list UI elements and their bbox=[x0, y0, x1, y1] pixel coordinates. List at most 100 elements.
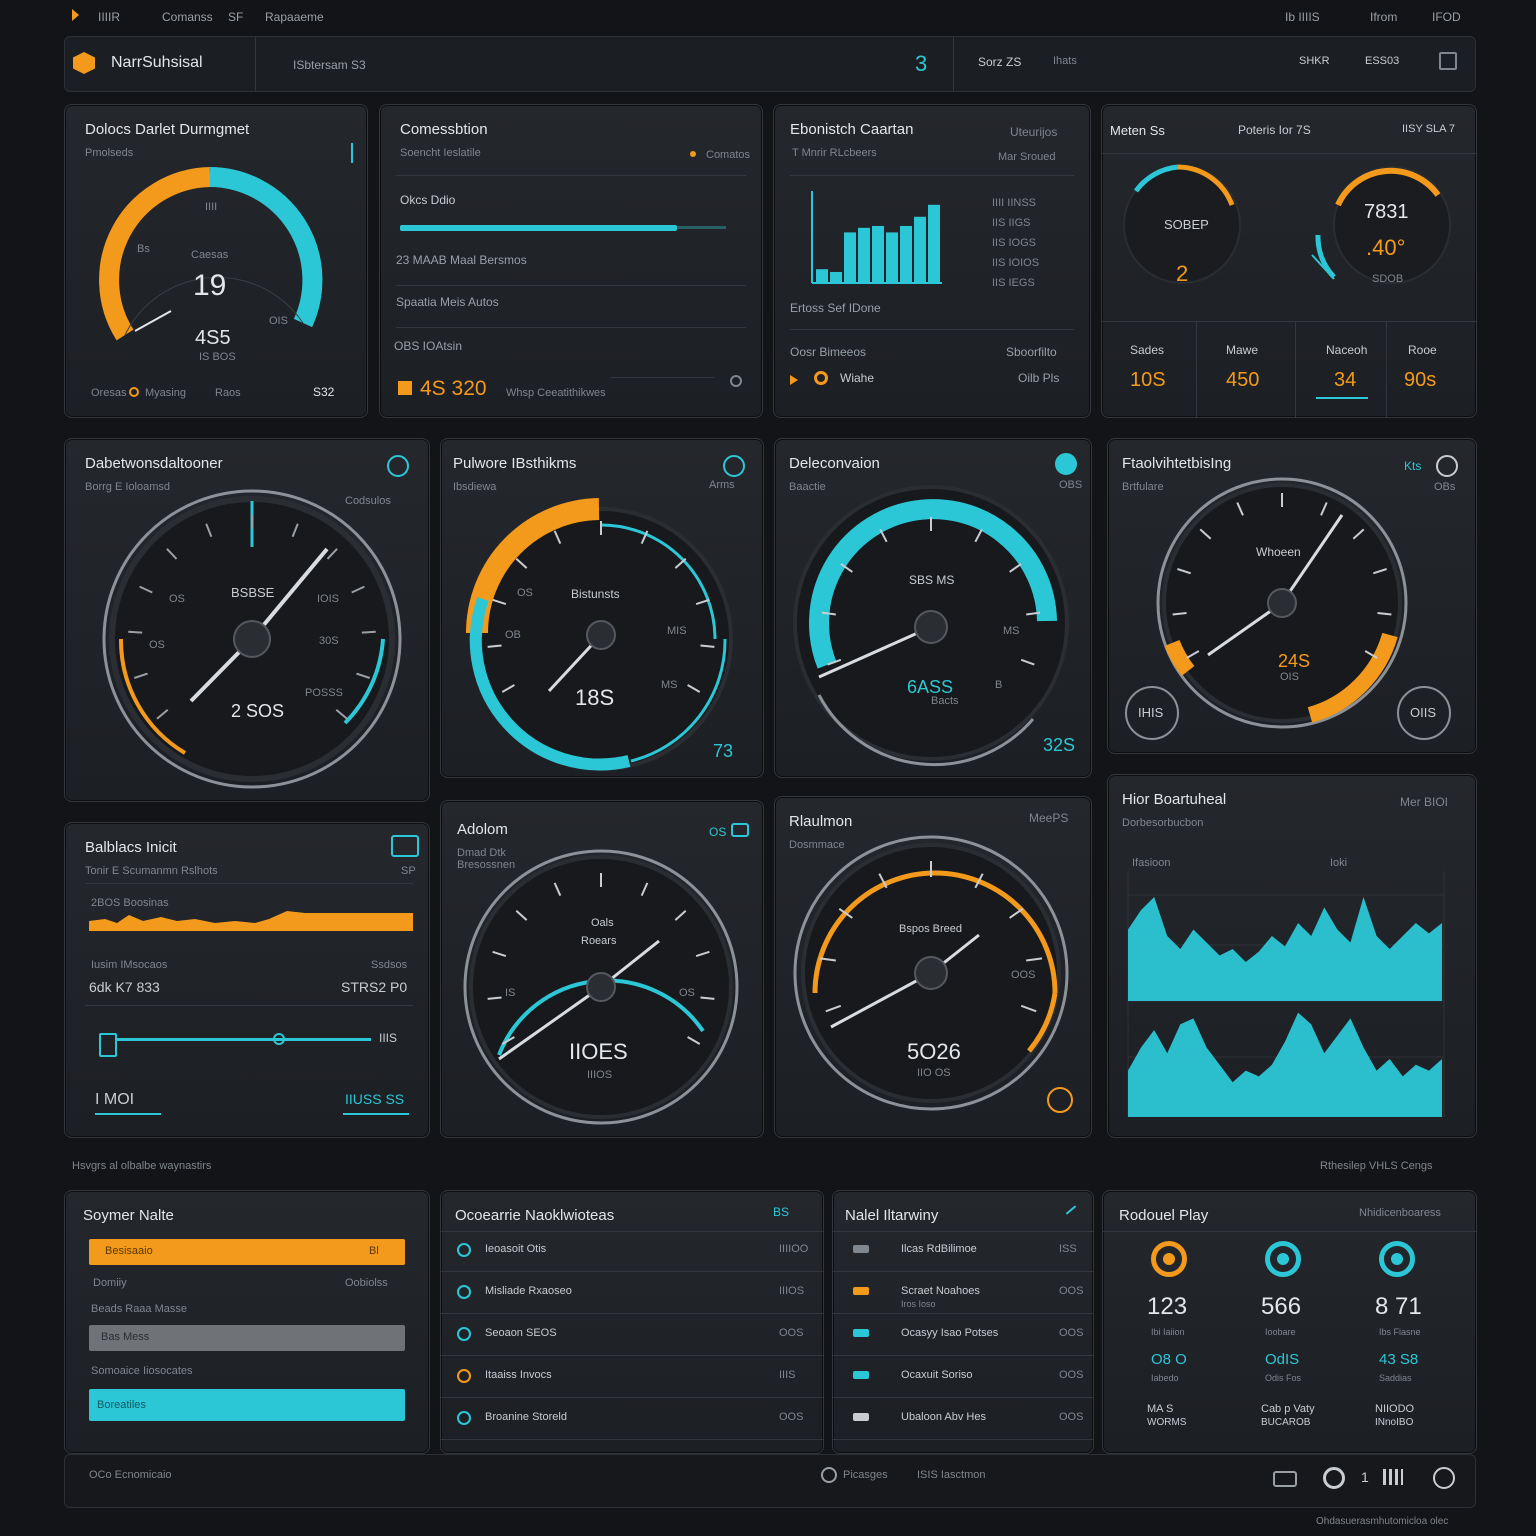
list-item-label[interactable]: Ocasyy Isao Potses bbox=[901, 1327, 999, 1339]
gauge-tick bbox=[1186, 650, 1200, 659]
foot-item-1: Oresas bbox=[91, 387, 127, 399]
play-icon[interactable] bbox=[790, 375, 798, 385]
list-item-value: IIIIOO bbox=[779, 1243, 809, 1255]
panel-corner-label: OBs bbox=[1434, 481, 1456, 493]
row-1-label: Okcs Ddio bbox=[400, 193, 456, 207]
header-center-a[interactable]: Sorz ZS bbox=[978, 55, 1022, 69]
slider-handle-icon[interactable] bbox=[99, 1033, 117, 1057]
panel-camera-icon[interactable] bbox=[731, 823, 749, 837]
panel-subtitle: Ibsdiewa bbox=[453, 481, 497, 493]
stat-3-label: Naceoh bbox=[1326, 343, 1368, 357]
gray-progress-bar[interactable] bbox=[89, 1325, 405, 1351]
column-sub: Ibi Iaiion bbox=[1151, 1327, 1185, 1337]
left-round-button[interactable]: IHIS bbox=[1138, 705, 1164, 720]
top-menu-3[interactable]: SF bbox=[228, 10, 244, 24]
column-foot: MA S bbox=[1147, 1403, 1174, 1415]
panel-right-label: Kts bbox=[1404, 459, 1422, 473]
search-input[interactable]: ISbtersam S3 bbox=[293, 58, 366, 72]
bottom-mid-2[interactable]: ISIS Iasctmon bbox=[917, 1469, 986, 1481]
bottom-record-icon[interactable] bbox=[1323, 1467, 1345, 1489]
list-item-label[interactable]: Ubaloon Abv Hes bbox=[901, 1411, 986, 1423]
panel-link-icon[interactable] bbox=[391, 835, 419, 857]
panel-refresh-icon[interactable] bbox=[1436, 455, 1458, 477]
top-menu-4[interactable]: Rapaaeme bbox=[265, 10, 324, 24]
cyan-progress-bar[interactable] bbox=[89, 1389, 405, 1421]
dial-tick-2: IOIS bbox=[317, 593, 340, 605]
top-logo-icon[interactable] bbox=[72, 9, 79, 21]
slider-knob-icon[interactable] bbox=[273, 1033, 285, 1045]
column-ring-icon[interactable] bbox=[1151, 1241, 1187, 1277]
column-ring-icon[interactable] bbox=[1265, 1241, 1301, 1277]
panel-balblacs-inicit: Balblacs Inicit Tonir E Scumanmn Rslhots… bbox=[64, 822, 430, 1138]
top-right-2[interactable]: Ifrom bbox=[1370, 10, 1398, 24]
mini-bar bbox=[914, 216, 926, 283]
slider-track[interactable] bbox=[117, 1038, 371, 1041]
panel-rlaulmon: Rlaulmon Dosmmace MeePS Bspos Breed OOS … bbox=[774, 796, 1092, 1138]
list-item-label[interactable]: Ocaxuit Soriso bbox=[901, 1369, 973, 1381]
list-item-label[interactable]: Seoaon SEOS bbox=[485, 1327, 557, 1339]
top-right-1[interactable]: Ib IIIIS bbox=[1285, 10, 1320, 24]
panel-pulwore: Pulwore IBsthikms Ibsdiewa Arms Bistunst… bbox=[440, 438, 764, 778]
row-4-label: OBS IOAtsin bbox=[394, 339, 463, 353]
refresh-icon[interactable] bbox=[730, 375, 742, 387]
panel-edit-icon[interactable] bbox=[1065, 1205, 1077, 1215]
list-item-label[interactable]: Scraet Noahoes bbox=[901, 1285, 980, 1297]
panel-title: Hior Boartuheal bbox=[1122, 791, 1227, 808]
bottom-globe-icon[interactable] bbox=[1433, 1467, 1455, 1489]
bottom-screen-icon[interactable] bbox=[1273, 1471, 1297, 1487]
top-menu-2[interactable]: Comanss bbox=[162, 10, 213, 24]
panel-status-icon[interactable] bbox=[1055, 453, 1077, 475]
list-item-label[interactable]: Itaaiss Invocs bbox=[485, 1369, 552, 1381]
gauge-value: 19 bbox=[193, 269, 227, 302]
gauge-value: IIOES bbox=[569, 1039, 628, 1064]
foot-dot-icon bbox=[129, 387, 139, 397]
list-item-label[interactable]: Broanine Storeld bbox=[485, 1411, 567, 1423]
panel-settings-icon[interactable] bbox=[387, 455, 409, 477]
panel-subtitle: Dmad Dtk bbox=[457, 847, 506, 859]
panel-mid: Poteris Ior 7S bbox=[1238, 123, 1311, 137]
mini-bar bbox=[830, 271, 842, 283]
gauge-tick bbox=[487, 996, 502, 1000]
bottom-bars-icon[interactable] bbox=[1383, 1469, 1403, 1485]
panel-info-icon[interactable] bbox=[1047, 1087, 1073, 1113]
panel-link-icon[interactable] bbox=[723, 455, 745, 477]
progress-fill bbox=[400, 225, 678, 231]
top-menu-1[interactable]: IIIIR bbox=[98, 10, 121, 24]
bottom-corner-text: Ohdasuerasmhutomicloa olec bbox=[1316, 1516, 1449, 1527]
bottom-camera-icon[interactable] bbox=[821, 1467, 837, 1483]
list-item-label[interactable]: Ilcas RdBilimoe bbox=[901, 1243, 977, 1255]
column-ring-icon[interactable] bbox=[1379, 1241, 1415, 1277]
bottom-mid-1[interactable]: Picasges bbox=[843, 1469, 888, 1481]
header-right-b[interactable]: ESS03 bbox=[1365, 55, 1400, 67]
gauge-tick bbox=[487, 644, 502, 648]
row-2-label: Iusim IMsocaos bbox=[91, 959, 168, 971]
gauge-tick bbox=[166, 548, 178, 560]
list-item-icon bbox=[853, 1245, 869, 1253]
header-window-icon[interactable] bbox=[1439, 52, 1457, 70]
bottom-left[interactable]: OCo Ecnomicaio bbox=[89, 1469, 172, 1481]
orange-progress-bar[interactable] bbox=[89, 1239, 405, 1265]
gauge-tick bbox=[1377, 612, 1392, 616]
gauge-tick-1: OS bbox=[517, 587, 533, 599]
right-round-button[interactable]: OIIS bbox=[1410, 705, 1437, 720]
gauge-right-label: OIS bbox=[269, 315, 288, 327]
list-item-label[interactable]: Ieoasoit Otis bbox=[485, 1243, 547, 1255]
panel-right-label: BS bbox=[773, 1205, 790, 1219]
row-1-right: Oobiolss bbox=[345, 1277, 388, 1289]
app-header: NarrSuhsisal ISbtersam S3 3 Sorz ZS Ihat… bbox=[64, 36, 1476, 92]
bottom-bar: OCo Ecnomicaio Picasges ISIS Iasctmon 1 bbox=[64, 1454, 1476, 1508]
foot-left: Oosr Bimeeos bbox=[790, 345, 867, 359]
dial-tick-5: POSSS bbox=[305, 687, 343, 699]
header-center-b[interactable]: Ihats bbox=[1053, 55, 1077, 67]
gauge-left-label: Bs bbox=[137, 243, 150, 255]
panel-title: Ebonistch Caartan bbox=[790, 121, 914, 138]
list-item-label[interactable]: Misliade Rxaoseo bbox=[485, 1285, 572, 1297]
target-icon[interactable] bbox=[814, 371, 828, 385]
list-item-value: OOS bbox=[1059, 1369, 1084, 1381]
header-right-a[interactable]: SHKR bbox=[1299, 55, 1330, 67]
panel-right-label: OBS bbox=[1059, 479, 1083, 491]
gauge-tick bbox=[156, 708, 169, 720]
top-right-3[interactable]: IFOD bbox=[1432, 10, 1461, 24]
column-foot-2: BUCAROB bbox=[1261, 1417, 1311, 1428]
gauge-tick-1: MS bbox=[1003, 625, 1020, 637]
